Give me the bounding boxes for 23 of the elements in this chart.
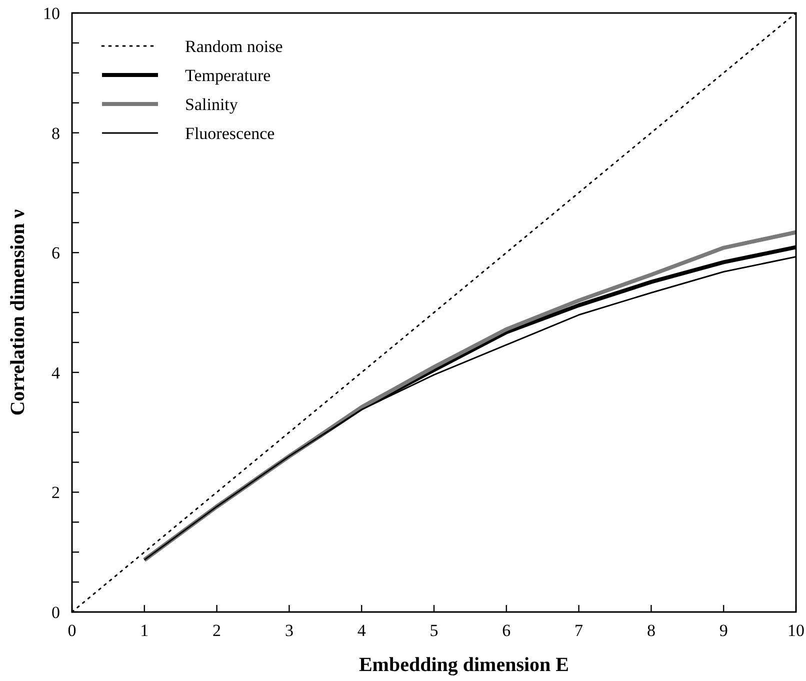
x-tick-label: 4 [357,621,366,640]
y-tick-label: 10 [43,4,60,23]
x-axis-title: Embedding dimension E [358,654,570,676]
x-tick-label: 9 [719,621,728,640]
x-tick-label: 10 [788,621,804,640]
y-tick-label: 2 [52,483,60,502]
y-tick-label: 0 [52,602,60,622]
y-tick-label: 4 [52,363,60,382]
x-tick-label: 3 [284,621,294,640]
y-axis-title: Correlation dimension ν [7,209,29,416]
legend-label: Random noise [185,36,283,56]
x-tick-label: 0 [68,621,76,640]
x-tick-label: 2 [212,621,222,640]
legend-label: Fluorescence [185,124,275,143]
x-tick-label: 7 [574,621,584,640]
legend-label: Salinity [185,94,238,114]
y-tick-label: 6 [52,244,60,263]
legend-label: Temperature [185,66,271,85]
x-tick-label: 1 [140,621,149,640]
y-tick-label: 8 [52,124,60,143]
x-tick-label: 6 [502,621,511,640]
x-tick-label: 8 [646,621,656,640]
x-tick-label: 5 [430,621,438,640]
